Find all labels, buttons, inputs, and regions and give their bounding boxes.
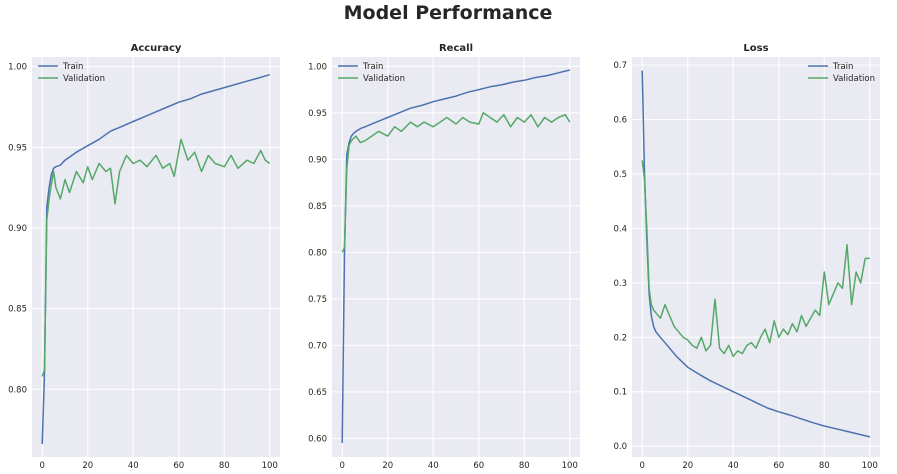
y-tick-label: 0.3: [613, 279, 627, 289]
y-tick-label: 0.80: [308, 248, 327, 258]
y-tick-label: 0.6: [613, 116, 627, 126]
y-tick-label: 0.90: [8, 224, 27, 234]
x-tick-label: 100: [262, 461, 278, 471]
x-tick-label: 60: [773, 461, 784, 471]
x-tick-label: 80: [819, 461, 830, 471]
y-tick-label: 0.95: [8, 143, 27, 153]
x-tick-label: 40: [728, 461, 739, 471]
figure-title: Model Performance: [344, 2, 553, 24]
x-tick-label: 20: [82, 461, 93, 471]
y-tick-label: 0.85: [308, 202, 327, 212]
x-tick-label: 40: [128, 461, 139, 471]
y-tick-label: 0.0: [613, 442, 627, 452]
legend-label: Validation: [363, 74, 405, 84]
series-line-validation: [641, 160, 870, 358]
y-tick-label: 0.80: [8, 385, 27, 395]
x-tick-label: 60: [473, 461, 484, 471]
series-line-train: [341, 69, 570, 444]
panel-title: Loss: [743, 43, 768, 54]
plot-area: [32, 57, 280, 457]
x-tick-label: 40: [428, 461, 439, 471]
plot-area: [332, 57, 580, 457]
legend-label: Train: [362, 62, 383, 72]
y-tick-label: 0.4: [613, 224, 627, 234]
y-tick-label: 0.75: [308, 295, 327, 305]
series-line-train: [41, 73, 271, 445]
y-tick-label: 0.65: [308, 388, 327, 398]
panel-title: Recall: [439, 43, 473, 54]
plot-area: [632, 57, 880, 457]
y-tick-label: 0.90: [308, 155, 327, 165]
y-tick-label: 0.85: [8, 305, 27, 315]
legend-label: Validation: [833, 74, 875, 84]
panel-accuracy: Accuracy 0 20 40 60 80 100 0.80 0.85 0.90 0.95 1.00…: [8, 43, 280, 471]
y-tick-label: 0.95: [308, 109, 327, 119]
y-tick-label: 0.60: [308, 434, 327, 444]
x-tick-label: 80: [219, 461, 230, 471]
y-tick-label: 0.7: [613, 61, 627, 71]
y-tick-label: 0.5: [613, 170, 627, 180]
y-tick-label: 1.00: [8, 63, 27, 73]
series-line-train: [641, 70, 870, 438]
panel-title: Accuracy: [131, 43, 182, 54]
x-tick-label: 100: [562, 461, 578, 471]
y-tick-label: 0.70: [308, 341, 327, 351]
panel-recall: Recall 0 20 40 60 80 100 0.60 0.65 0.70 0.75 0.80 0.…: [308, 43, 580, 471]
y-tick-label: 1.00: [308, 62, 327, 72]
y-tick-label: 0.1: [613, 388, 627, 398]
x-tick-label: 0: [640, 461, 645, 471]
legend-label: Validation: [63, 74, 105, 84]
y-tick-label: 0.2: [613, 333, 627, 343]
x-tick-label: 20: [382, 461, 393, 471]
series-line-validation: [41, 138, 271, 377]
x-tick-label: 100: [862, 461, 878, 471]
x-tick-label: 80: [519, 461, 530, 471]
x-tick-label: 60: [173, 461, 184, 471]
legend-label: Train: [62, 62, 83, 72]
x-tick-label: 0: [340, 461, 345, 471]
x-tick-label: 0: [40, 461, 45, 471]
legend-label: Train: [832, 62, 853, 72]
series-line-validation: [341, 112, 571, 253]
panel-loss: Loss 0 20 40 60 80 100 0.0 0.1 0.2 0.3 0.4 0.5 0.6 0.7…: [613, 43, 880, 471]
x-tick-label: 20: [682, 461, 693, 471]
